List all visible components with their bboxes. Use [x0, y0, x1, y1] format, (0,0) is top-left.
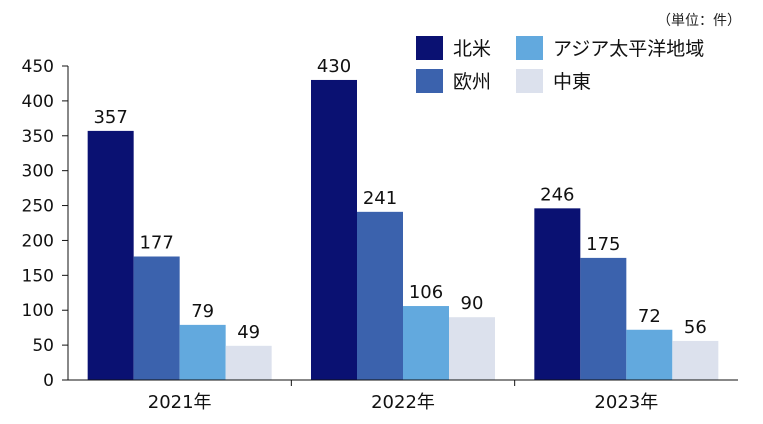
legend-swatch-europe	[416, 68, 443, 93]
bar	[580, 257, 627, 380]
bar	[179, 324, 226, 380]
y-tick-label: 200	[22, 231, 54, 251]
bar	[225, 345, 272, 380]
data-label: 177	[139, 232, 173, 253]
y-tick-label: 0	[43, 371, 54, 391]
legend-swatch-asia-pacific	[516, 35, 543, 60]
data-label: 246	[540, 184, 574, 205]
data-label: 357	[93, 107, 127, 128]
y-tick-label: 350	[22, 127, 54, 147]
data-label: 241	[363, 188, 397, 209]
data-label: 56	[684, 317, 707, 338]
x-tick-label: 2021年	[148, 392, 212, 413]
y-tick-label: 100	[22, 301, 54, 321]
legend-swatch-north-america	[416, 35, 443, 60]
x-axis: 2021年 2022年 2023年	[68, 379, 738, 413]
legend-label-europe: 欧州	[453, 71, 492, 93]
legend-item-europe: 欧州	[416, 67, 491, 94]
data-label: 72	[638, 306, 661, 327]
legend-label-north-america: 北米	[453, 38, 492, 60]
bar	[87, 130, 134, 380]
x-tick-label: 2023年	[594, 392, 658, 413]
data-label: 90	[461, 293, 484, 314]
y-tick-label: 450	[22, 57, 54, 77]
y-tick-label: 150	[22, 266, 54, 286]
bar	[534, 208, 581, 380]
data-label: 175	[586, 234, 620, 255]
y-tick-label: 50	[32, 336, 54, 356]
bar	[449, 317, 495, 380]
legend-item-asia-pacific: アジア太平洋地域	[516, 34, 704, 61]
legend-item-middle-east: 中東	[516, 67, 591, 94]
y-tick-label: 400	[22, 92, 54, 112]
bar	[626, 329, 673, 380]
legend-swatch-middle-east	[516, 68, 543, 93]
legend-item-north-america: 北米	[416, 34, 491, 61]
bar	[672, 340, 719, 380]
unit-note: （単位：件）	[657, 13, 741, 29]
bar	[403, 306, 449, 380]
bar	[133, 256, 180, 380]
legend-label-asia-pacific: アジア太平洋地域	[553, 38, 705, 60]
bar	[357, 211, 403, 380]
y-axis: 0 50 100 150 200 250 300 350 400 450	[22, 57, 69, 391]
data-label: 49	[237, 322, 260, 343]
y-tick-label: 300	[22, 162, 54, 182]
data-label: 106	[409, 282, 443, 303]
data-label: 430	[317, 56, 351, 77]
data-label: 79	[191, 301, 214, 322]
legend-label-middle-east: 中東	[553, 71, 592, 93]
bar	[311, 79, 357, 380]
x-tick-label: 2022年	[371, 392, 435, 413]
y-tick-label: 250	[22, 197, 54, 217]
bars	[87, 79, 719, 380]
data-labels: 357 177 79 49 430 241 106 90 246 175 72 56	[93, 56, 706, 343]
